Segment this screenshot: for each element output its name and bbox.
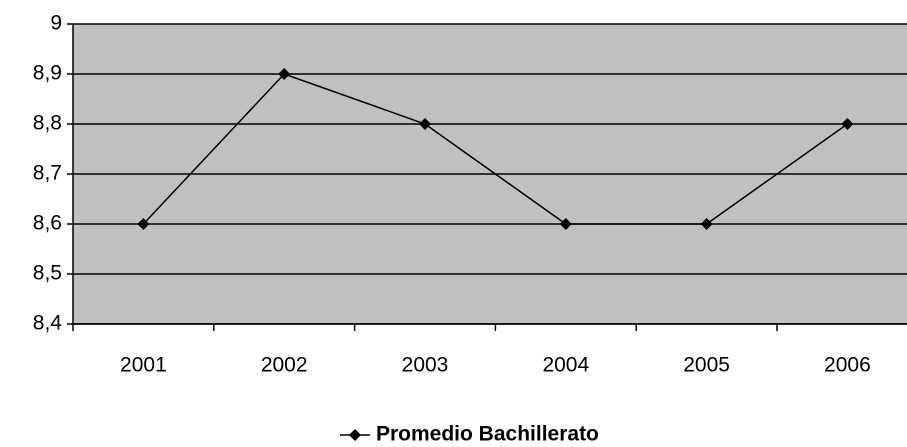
y-tick-label: 8,7 bbox=[33, 162, 62, 185]
data-point bbox=[700, 218, 713, 230]
x-tick-label: 2002 bbox=[261, 354, 308, 377]
legend-marker bbox=[349, 429, 361, 441]
data-point bbox=[841, 118, 854, 130]
data-point bbox=[559, 218, 572, 230]
x-tick-label: 2001 bbox=[120, 354, 167, 377]
legend-label: Promedio Bachillerato bbox=[376, 423, 599, 446]
y-tick-label: 8,6 bbox=[33, 212, 62, 235]
x-tick-label: 2003 bbox=[402, 354, 449, 377]
series-line bbox=[142, 73, 848, 225]
data-point bbox=[137, 218, 150, 230]
y-tick-label: 8,4 bbox=[33, 312, 63, 335]
data-point bbox=[278, 68, 291, 80]
y-tick-label: 8,9 bbox=[33, 62, 62, 85]
y-tick-label: 8,5 bbox=[33, 262, 62, 285]
x-tick-label: 2006 bbox=[824, 354, 871, 377]
x-tick-label: 2004 bbox=[542, 354, 589, 377]
x-tick-label: 2005 bbox=[683, 354, 730, 377]
y-tick-label: 8,8 bbox=[33, 112, 62, 135]
data-point bbox=[419, 118, 431, 130]
y-tick-label: 9 bbox=[50, 12, 62, 35]
